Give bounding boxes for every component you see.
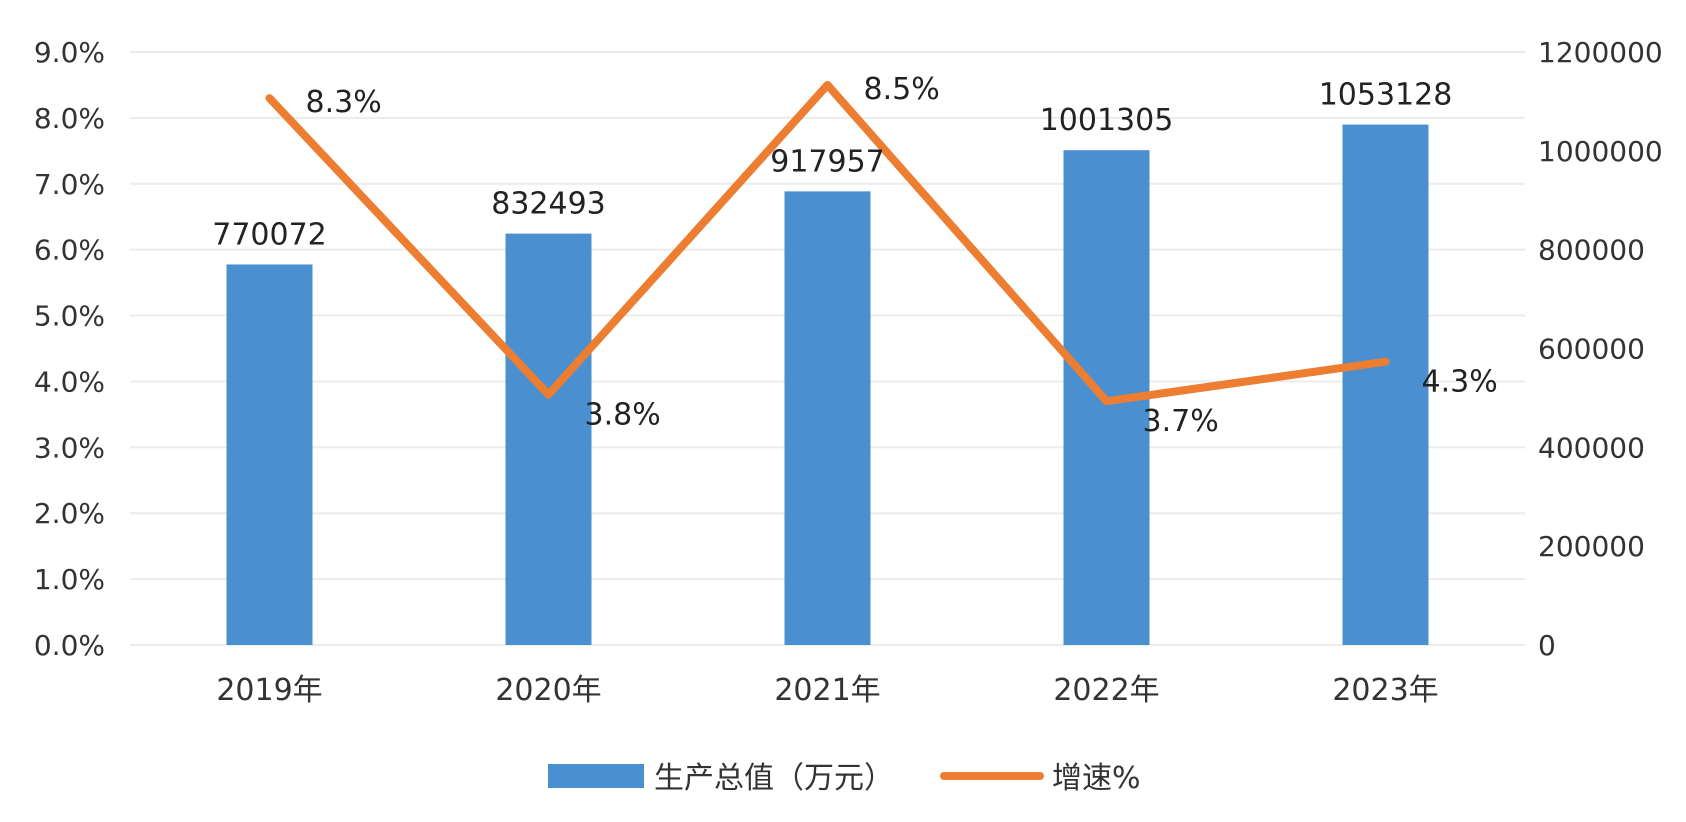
line-value-label: 8.5%	[864, 72, 940, 107]
bar-value-label: 1001305	[1040, 103, 1174, 138]
right-axis: 0 200000 400000 600000 800000 1000000 1200000	[1538, 36, 1663, 662]
right-axis-tick-label: 1200000	[1538, 36, 1663, 69]
left-axis-tick-label: 5.0%	[34, 300, 105, 333]
right-axis-tick-label: 600000	[1538, 333, 1645, 366]
bar	[226, 264, 313, 645]
legend-line-label: 增速%	[1052, 761, 1141, 796]
left-axis-tick-label: 7.0%	[34, 168, 105, 201]
right-axis-tick-label: 800000	[1538, 234, 1645, 267]
x-axis-tick-label: 2022年	[1053, 673, 1159, 708]
bar	[1342, 124, 1429, 646]
right-axis-tick-label: 0	[1538, 629, 1556, 662]
right-axis-tick-label: 200000	[1538, 530, 1645, 563]
legend-bar-label: 生产总值（万元）	[654, 761, 894, 796]
left-axis: 0.0% 1.0% 2.0% 3.0% 4.0% 5.0% 6.0% 7.0% 8.0% 9.0%	[34, 36, 105, 662]
right-axis-tick-label: 1000000	[1538, 135, 1663, 168]
left-axis-tick-label: 9.0%	[34, 36, 105, 69]
growth-rate-line	[265, 80, 1390, 406]
bar-value-label: 832493	[491, 187, 606, 222]
x-axis-tick-label: 2023年	[1332, 673, 1438, 708]
left-axis-tick-label: 0.0%	[34, 629, 105, 662]
line-value-label: 3.8%	[585, 398, 661, 433]
line-value-label: 4.3%	[1422, 365, 1498, 400]
line-value-label: 3.7%	[1143, 404, 1219, 439]
bar-value-label: 770072	[212, 217, 327, 252]
bar-value-label: 917957	[770, 144, 885, 179]
line-data-labels: 8.3% 3.8% 8.5% 3.7% 4.3%	[306, 72, 1498, 439]
x-axis-tick-label: 2019年	[216, 673, 322, 708]
left-axis-tick-label: 3.0%	[34, 431, 105, 464]
right-axis-tick-label: 400000	[1538, 431, 1645, 464]
bar-data-labels: 770072 832493 917957 1001305 1053128	[212, 78, 1452, 253]
line-series	[265, 80, 1390, 406]
x-axis: 2019年 2020年 2021年 2022年 2023年	[216, 673, 1438, 708]
legend: 生产总值（万元） 增速%	[548, 761, 1141, 796]
x-axis-tick-label: 2021年	[774, 673, 880, 708]
bar	[784, 191, 871, 645]
line-value-label: 8.3%	[306, 85, 382, 120]
left-axis-tick-label: 6.0%	[34, 234, 105, 267]
x-axis-tick-label: 2020年	[495, 673, 601, 708]
legend-bar-swatch	[548, 764, 644, 788]
bar-value-label: 1053128	[1319, 78, 1453, 113]
left-axis-tick-label: 1.0%	[34, 563, 105, 596]
bar-series	[226, 124, 1429, 646]
left-axis-tick-label: 2.0%	[34, 497, 105, 530]
bar	[505, 233, 592, 645]
left-axis-tick-label: 8.0%	[34, 102, 105, 135]
left-axis-tick-label: 4.0%	[34, 365, 105, 398]
